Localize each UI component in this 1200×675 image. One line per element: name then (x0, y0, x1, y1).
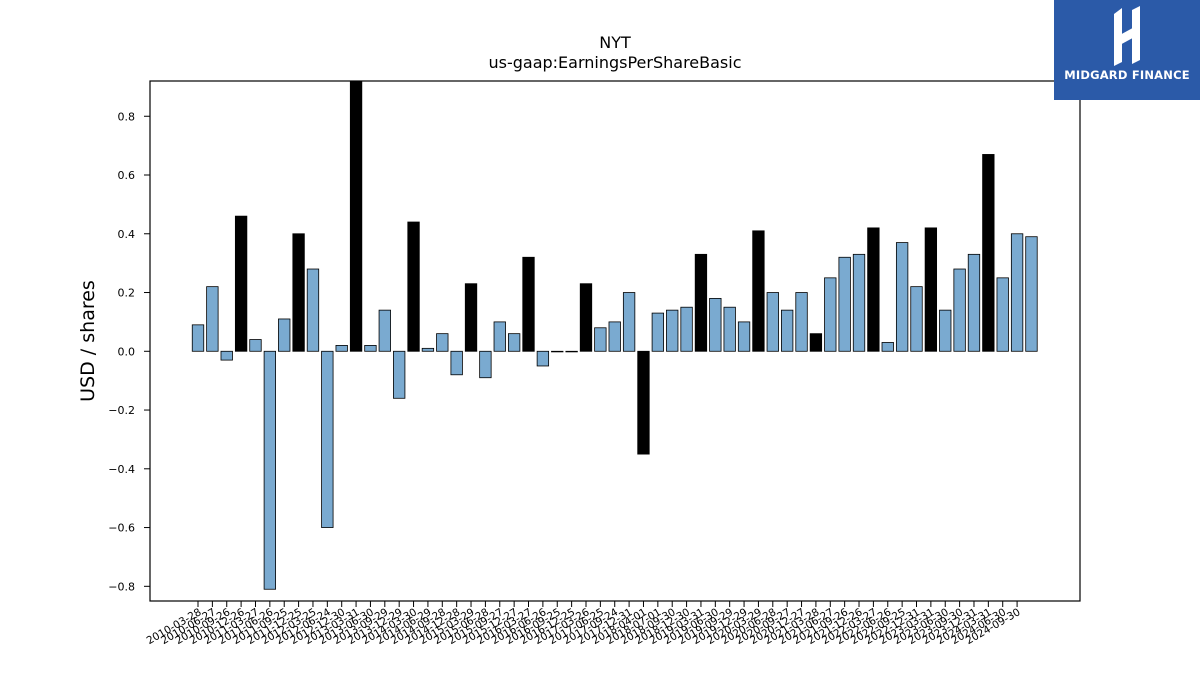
bar-2018-12-30 (680, 306, 693, 352)
bar-2017-12-31 (622, 292, 636, 352)
y-axis-label: USD / shares (77, 280, 99, 402)
bar-2021-06-27 (824, 277, 837, 352)
bar-2016-12-25 (565, 350, 578, 353)
y-tick-label: 0.8 (118, 110, 136, 123)
bar-2018-09-30 (666, 309, 679, 352)
bar-2012-03-25 (306, 268, 320, 352)
bar-2011-03-27 (249, 339, 262, 352)
bar-2014-03-30 (407, 221, 420, 352)
bar-2010-09-26 (220, 350, 233, 361)
midgard-finance-logo-mark-icon (1114, 6, 1140, 66)
y-tick-label: 0.2 (118, 287, 136, 300)
x-axis-ticks: 2010-03-282010-06-272010-09-262010-12-26… (145, 601, 1023, 647)
bar-2017-03-26 (579, 283, 593, 352)
bar-2024-09-30 (1010, 233, 1024, 352)
bar-2010-06-27 (206, 286, 219, 352)
y-axis-ticks: −0.8 −0.6 −0.4 −0.2 0.0 0.2 0.4 0.6 0.8 (108, 110, 150, 593)
bar-2015-09-27 (493, 321, 506, 352)
y-tick-label: 0.6 (118, 169, 136, 182)
bar-2015-12-27 (507, 333, 521, 352)
bar-2010-12-26 (234, 215, 248, 352)
bar-2016-09-25 (551, 350, 564, 353)
bar-2016-03-27 (522, 256, 535, 352)
bar-2014-12-28 (450, 350, 463, 376)
chart-subtitle: us-gaap:EarningsPerShareBasic (488, 53, 741, 72)
bar-2022-12-31 (910, 286, 923, 352)
bar-2017-09-24 (608, 321, 621, 352)
bar-58 (1025, 236, 1038, 352)
bar-2024-06-30 (996, 277, 1009, 352)
plot-frame (149, 80, 1081, 602)
bar-2019-06-30 (709, 297, 722, 352)
bar-2010-03-28 (191, 324, 205, 352)
bar-2012-06-24 (321, 350, 334, 528)
bar-2019-12-29 (737, 321, 751, 352)
y-tick-label: −0.8 (108, 580, 135, 593)
bar-2023-06-30 (939, 309, 952, 352)
bar-2014-09-28 (436, 333, 449, 352)
y-tick-label: −0.6 (108, 522, 135, 535)
bar-2018-04-01 (637, 350, 650, 455)
bar-2012-12-30 (335, 345, 348, 352)
chart-title: NYT (599, 33, 631, 52)
bar-2022-09-25 (895, 242, 909, 352)
bar-2020-03-29 (752, 230, 765, 352)
bar-2018-07-01 (651, 312, 664, 352)
bar-2022-06-26 (881, 342, 894, 352)
y-tick-label: 0.4 (118, 228, 136, 241)
bar-2017-06-25 (594, 327, 607, 352)
bar-2020-06-28 (766, 292, 779, 352)
bar-2013-09-29 (378, 309, 391, 352)
bar-2020-09-27 (781, 309, 794, 352)
bar-2023-03-31 (924, 227, 938, 352)
bar-2021-03-28 (809, 333, 823, 352)
y-tick-label: 0.0 (118, 345, 136, 358)
bar-2024-03-31 (982, 154, 995, 352)
y-tick-label: −0.2 (108, 404, 135, 417)
y-tick-label: −0.4 (108, 463, 135, 476)
bar-2023-12-31 (967, 253, 981, 352)
bar-2015-06-28 (479, 350, 492, 379)
bar-2011-06-26 (263, 350, 277, 590)
bar-2014-06-29 (421, 347, 435, 352)
bar-2011-12-25 (292, 233, 305, 352)
bar-2016-06-26 (536, 350, 550, 367)
bar-2015-03-29 (464, 283, 478, 352)
midgard-finance-logo-text: MIDGARD FINANCE (1064, 68, 1190, 82)
bar-2021-12-26 (852, 253, 866, 352)
bars-group (191, 80, 1038, 590)
bar-2020-12-27 (795, 292, 808, 352)
bar-2019-03-31 (694, 253, 708, 352)
bar-2013-03-31 (349, 80, 363, 352)
bar-2021-09-26 (838, 256, 851, 352)
midgard-finance-logo: MIDGARD FINANCE (1054, 0, 1200, 100)
bar-2023-09-30 (953, 268, 966, 352)
bar-2011-09-25 (278, 318, 291, 352)
bar-2022-03-27 (867, 227, 880, 352)
bar-2013-06-30 (364, 345, 377, 352)
bar-2013-12-29 (393, 350, 406, 399)
bar-2019-09-29 (723, 306, 736, 352)
